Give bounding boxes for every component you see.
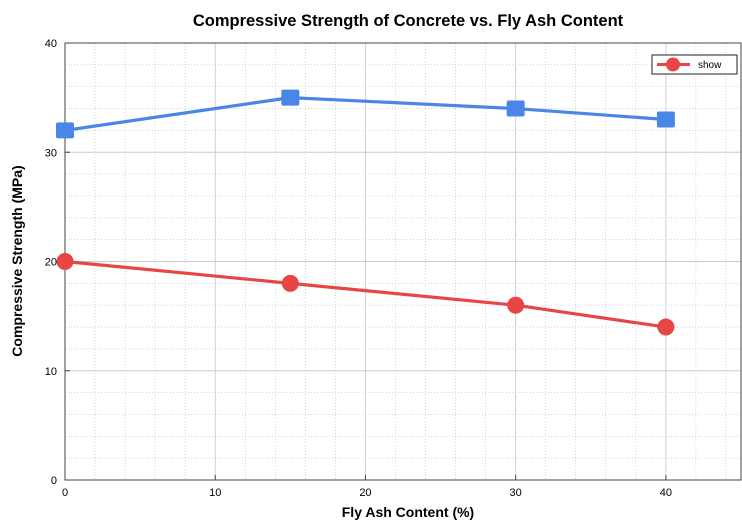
series-blue [56,89,675,139]
data-point-red [56,253,74,270]
grid [64,42,741,481]
x-axis-label: Fly Ash Content (%) [342,504,474,520]
data-point-blue [281,89,300,106]
legend-label-show: show [698,60,722,71]
y-tick-label: 10 [45,366,57,378]
axis-ticks: 0 10 20 30 40 0 10 20 30 40 [45,38,672,499]
x-tick-label: 10 [209,487,221,499]
series-line-red [64,259,667,329]
y-tick-label: 0 [51,475,57,487]
x-tick-label: 20 [359,487,371,499]
y-tick-label: 30 [45,147,57,159]
y-axis-label: Compressive Strength (MPa) [9,165,25,356]
y-tick-label: 40 [45,38,57,50]
data-point-blue [656,111,675,128]
legend: show [651,54,738,75]
x-tick-label: 0 [62,487,68,499]
series-line-blue [64,96,667,132]
x-tick-label: 30 [510,487,522,499]
chart-title: Compressive Strength of Concrete vs. Fly… [193,12,624,30]
y-tick-label: 20 [45,257,57,269]
data-point-blue [56,122,74,139]
series-layer [56,89,675,336]
data-point-blue [506,100,525,117]
data-point-red [281,274,299,292]
data-point-red [657,318,675,336]
series-red [56,253,675,336]
x-tick-label: 40 [660,487,672,499]
data-point-red [507,296,525,314]
legend-marker-show [666,57,680,72]
